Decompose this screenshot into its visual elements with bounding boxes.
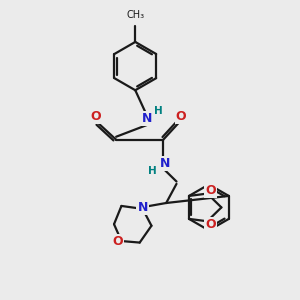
Text: O: O <box>90 110 101 123</box>
Text: N: N <box>142 112 152 125</box>
Text: O: O <box>205 218 215 231</box>
Text: CH₃: CH₃ <box>126 11 144 20</box>
Text: O: O <box>205 184 215 197</box>
Text: N: N <box>160 157 170 170</box>
Text: O: O <box>112 235 123 248</box>
Text: H: H <box>148 167 156 176</box>
Text: N: N <box>137 201 148 214</box>
Text: O: O <box>176 110 186 123</box>
Text: H: H <box>154 106 162 116</box>
